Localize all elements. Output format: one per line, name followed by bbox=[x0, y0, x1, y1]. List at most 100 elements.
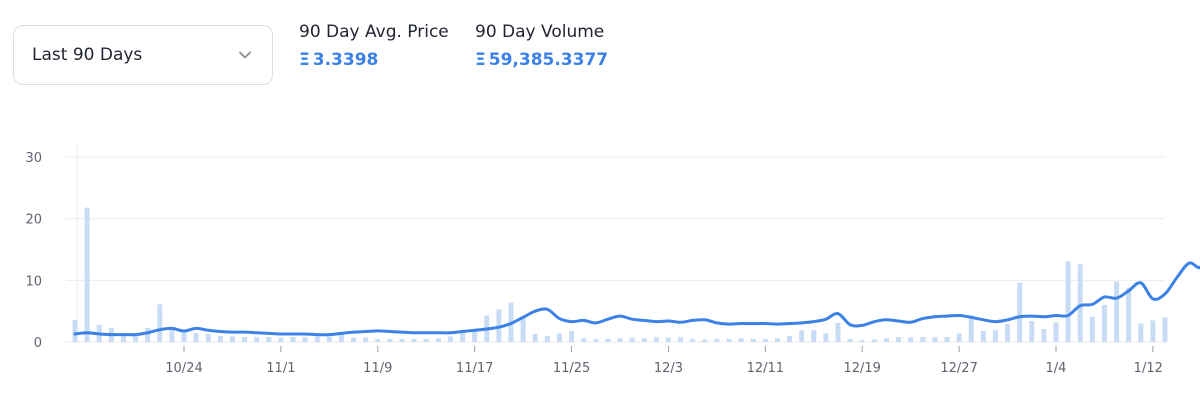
volume-bar bbox=[120, 334, 126, 342]
volume-bar bbox=[617, 338, 623, 342]
volume-bar bbox=[871, 339, 877, 342]
eth-icon: Ξ bbox=[475, 50, 486, 70]
volume-stat: 90 Day Volume Ξ 59,385.3377 bbox=[475, 22, 608, 70]
volume-bar bbox=[847, 338, 853, 342]
volume-bar bbox=[254, 337, 260, 342]
x-tick-label: 11/17 bbox=[456, 361, 493, 376]
volume-bar bbox=[532, 333, 538, 342]
volume-bar bbox=[1005, 324, 1011, 342]
volume-bar bbox=[980, 330, 986, 342]
x-tick-label: 11/9 bbox=[363, 361, 392, 376]
volume-bar bbox=[72, 319, 78, 342]
volume-bar bbox=[968, 315, 974, 342]
volume-bar bbox=[326, 336, 332, 342]
volume-bar bbox=[714, 338, 720, 342]
volume-title: 90 Day Volume bbox=[475, 22, 605, 42]
volume-bar bbox=[920, 337, 926, 342]
avg-price-title: 90 Day Avg. Price bbox=[299, 22, 449, 42]
volume-bar bbox=[690, 338, 696, 342]
volume-bar bbox=[411, 338, 417, 342]
volume-bar bbox=[665, 337, 671, 342]
y-tick-label: 20 bbox=[25, 213, 42, 228]
date-range-label: Last 90 Days bbox=[32, 45, 143, 65]
avg-price-line bbox=[73, 261, 1200, 337]
y-tick-label: 0 bbox=[34, 336, 42, 351]
volume-bar bbox=[581, 338, 587, 342]
volume-bar bbox=[629, 337, 635, 342]
x-tick-label: 12/11 bbox=[747, 361, 784, 376]
volume-bar bbox=[169, 327, 175, 342]
volume-bar bbox=[1114, 281, 1120, 342]
volume-bar bbox=[762, 338, 768, 342]
volume-bar bbox=[520, 317, 526, 342]
volume-bar bbox=[496, 309, 502, 342]
volume-bar bbox=[278, 337, 284, 342]
volume-bar bbox=[1150, 320, 1156, 342]
volume-bar bbox=[181, 332, 187, 342]
x-tick-label: 1/4 bbox=[1046, 361, 1067, 376]
volume-value: 59,385.3377 bbox=[488, 50, 609, 70]
volume-bar bbox=[1101, 305, 1107, 342]
volume-bar bbox=[823, 333, 829, 342]
volume-bar bbox=[338, 333, 344, 342]
volume-bar bbox=[799, 330, 805, 342]
volume-bar bbox=[932, 337, 938, 342]
volume-bar bbox=[1065, 261, 1071, 342]
volume-bar bbox=[678, 337, 684, 342]
volume-bar bbox=[1029, 321, 1035, 342]
volume-bar bbox=[266, 337, 272, 342]
volume-bar bbox=[787, 335, 793, 342]
volume-bar bbox=[726, 338, 732, 342]
volume-bar bbox=[1053, 322, 1059, 342]
volume-bar bbox=[84, 207, 90, 342]
x-tick-label: 11/25 bbox=[553, 361, 590, 376]
volume-bar bbox=[1077, 264, 1083, 342]
date-range-select[interactable]: Last 90 Days bbox=[13, 25, 273, 85]
volume-bar bbox=[399, 338, 405, 342]
volume-bar bbox=[750, 338, 756, 342]
volume-bar bbox=[605, 338, 611, 342]
volume-bar bbox=[302, 337, 308, 342]
volume-bar bbox=[363, 337, 369, 342]
volume-bar bbox=[157, 304, 163, 342]
volume-bar bbox=[472, 329, 478, 342]
volume-bar bbox=[944, 337, 950, 342]
volume-bar bbox=[992, 330, 998, 342]
volume-bar bbox=[217, 335, 223, 342]
avg-price-value: 3.3398 bbox=[312, 50, 379, 70]
volume-bar bbox=[314, 336, 320, 342]
volume-bar bbox=[811, 330, 817, 342]
volume-bar bbox=[593, 338, 599, 342]
x-tick-label: 12/27 bbox=[940, 361, 977, 376]
volume-bar bbox=[1126, 287, 1132, 342]
x-tick-label: 10/24 bbox=[165, 361, 202, 376]
volume-bar bbox=[435, 338, 441, 342]
volume-bar bbox=[1138, 323, 1144, 342]
volume-bar bbox=[351, 337, 357, 342]
volume-bar bbox=[460, 330, 466, 342]
volume-bar bbox=[908, 337, 914, 342]
volume-bar bbox=[1017, 282, 1023, 342]
volume-bar bbox=[290, 337, 296, 342]
volume-bar bbox=[859, 340, 865, 342]
volume-bar bbox=[423, 338, 429, 342]
volume-bar bbox=[653, 337, 659, 342]
volume-bar bbox=[205, 333, 211, 342]
volume-bar bbox=[1089, 316, 1095, 342]
volume-bar bbox=[774, 338, 780, 342]
volume-value-row: Ξ 59,385.3377 bbox=[475, 50, 608, 70]
volume-bar bbox=[569, 330, 575, 342]
volume-bar bbox=[133, 335, 139, 342]
volume-bar bbox=[556, 333, 562, 342]
volume-bar bbox=[242, 337, 248, 342]
volume-bar bbox=[375, 338, 381, 342]
volume-bar bbox=[956, 333, 962, 342]
volume-bar bbox=[738, 338, 744, 342]
y-tick-label: 30 bbox=[25, 151, 42, 166]
volume-bar bbox=[193, 332, 199, 342]
volume-bar bbox=[883, 338, 889, 342]
volume-bar bbox=[702, 339, 708, 342]
volume-bar bbox=[229, 336, 235, 342]
x-tick-label: 12/3 bbox=[654, 361, 683, 376]
volume-bar bbox=[387, 338, 393, 342]
